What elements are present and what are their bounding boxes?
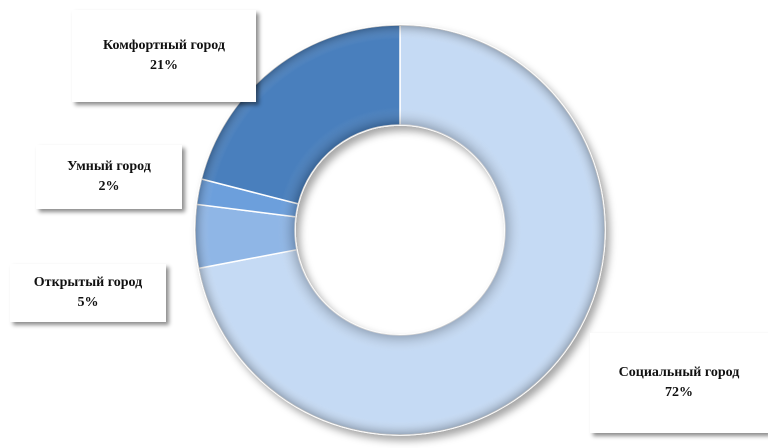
slice-label-value: 5% [77,295,99,310]
data-label-open-city: Открытый город 5% [10,264,166,322]
slice-label-name: Умный город [67,159,151,174]
slice-label-name: Комфортный город [103,38,225,53]
data-label-smart-city: Умный город 2% [36,145,182,209]
slice-label-value: 21% [150,58,178,73]
slice-label-value: 2% [98,179,120,194]
data-label-social-city: Социальный город 72% [590,333,768,433]
slice-label-value: 72% [665,385,693,400]
slice-label-name: Социальный город [618,365,740,380]
data-label-comfortable-city: Комфортный город 21% [72,10,256,102]
slice-label-name: Открытый город [33,275,143,290]
